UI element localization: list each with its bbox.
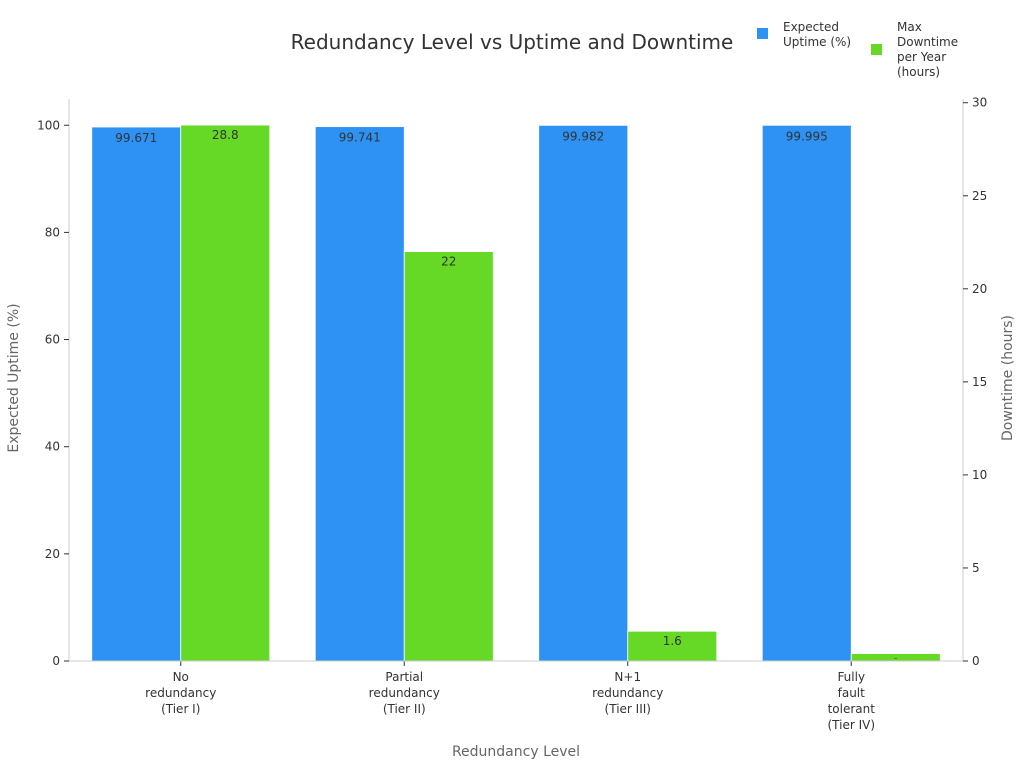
y-tick-label-right: 30 [972,96,987,110]
y-axis-title-left: Expected Uptime (%) [6,303,22,452]
y-tick-label-right: 25 [972,189,987,203]
bar-uptime [538,124,629,662]
x-tick-label: (Tier II) [383,702,426,716]
x-tick-label: Fully [837,670,865,684]
x-tick-label: Partial [385,670,423,684]
legend-swatch-uptime [757,28,768,39]
chart-title: Redundancy Level vs Uptime and Downtime [290,30,734,54]
x-tick-label: fault [838,686,866,700]
legend-label-uptime: Expected Uptime (%) [783,20,851,50]
data-label-downtime: – [894,655,898,663]
data-label-downtime: 22 [441,255,456,269]
bar-uptime [91,126,182,662]
legend-label-line: Expected [783,20,839,34]
data-label-uptime: 99.741 [339,131,381,145]
y-tick-label-left: 80 [45,225,60,239]
x-tick-label: (Tier I) [161,702,200,716]
data-label-downtime: 28.8 [212,128,239,142]
x-tick-label: No [173,670,189,684]
x-tick-label: (Tier IV) [827,718,875,732]
bar-downtime [403,251,494,662]
data-label-downtime: 1.6 [663,634,682,648]
bar-downtime [180,124,271,662]
y-tick-label-left: 40 [45,440,60,454]
x-tick-label: N+1 [614,670,641,684]
y-axis-title-right: Downtime (hours) [1000,315,1016,441]
x-tick-label: (Tier III) [605,702,651,716]
y-tick-label-right: 5 [972,561,980,575]
legend-label-line: Uptime (%) [783,35,852,49]
y-tick-label-left: 60 [45,333,60,347]
y-tick-label-left: 100 [37,118,60,132]
legend-label-line: Downtime [897,35,959,49]
y-tick-label-right: 15 [972,375,987,389]
data-label-uptime: 99.982 [562,129,604,143]
x-tick-label: redundancy [145,686,216,700]
data-label-uptime: 99.671 [115,131,157,145]
legend-label-line: per Year [897,50,947,64]
data-label-uptime: 99.995 [786,129,828,143]
bar-uptime [314,126,405,662]
legend-label-line: (hours) [897,65,941,79]
legend-swatch-downtime [871,44,882,55]
y-tick-label-right: 0 [972,654,980,668]
y-tick-label-left: 20 [45,547,60,561]
legend-label-line: Max [897,20,922,34]
y-tick-label-right: 10 [972,468,987,482]
x-axis-title: Redundancy Level [452,744,580,760]
x-tick-label: tolerant [828,702,876,716]
bar-downtime [627,630,718,662]
x-tick-label: redundancy [592,686,663,700]
bar-uptime [761,124,852,662]
legend-label-downtime: Max Downtime per Year (hours) [897,20,958,80]
y-tick-label-right: 20 [972,282,987,296]
y-tick-label-left: 0 [52,654,60,668]
x-tick-label: redundancy [369,686,440,700]
